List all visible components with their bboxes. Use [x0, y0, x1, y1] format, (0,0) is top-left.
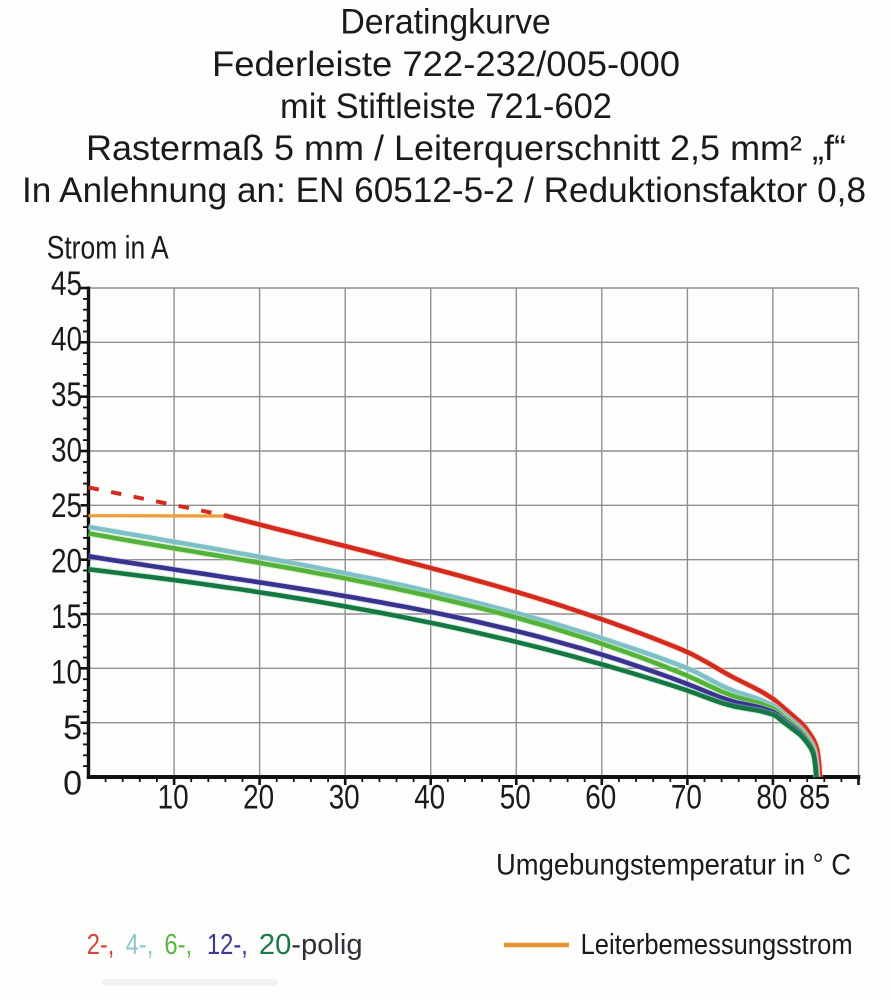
svg-text:35: 35	[51, 376, 82, 414]
svg-text:Umgebungstemperatur in ° C: Umgebungstemperatur in ° C	[496, 849, 851, 882]
svg-text:Leiterbemessungsstrom: Leiterbemessungsstrom	[581, 929, 853, 961]
svg-text:85: 85	[799, 779, 830, 817]
svg-text:Strom in A: Strom in A	[47, 229, 170, 265]
svg-text:70: 70	[671, 779, 702, 817]
svg-text:30: 30	[51, 432, 82, 470]
svg-text:40: 40	[414, 779, 445, 817]
svg-text:mit Stiftleiste 721-602: mit Stiftleiste 721-602	[280, 87, 612, 126]
svg-text:In Anlehnung an: EN 60512-5-2: In Anlehnung an: EN 60512-5-2 / Reduktio…	[22, 171, 866, 210]
svg-text:45: 45	[51, 265, 82, 303]
svg-text:40: 40	[51, 321, 82, 359]
svg-text:15: 15	[51, 598, 82, 636]
svg-text:5: 5	[63, 709, 82, 747]
svg-text:30: 30	[329, 779, 360, 817]
svg-text:Federleiste 722-232/005-000: Federleiste 722-232/005-000	[212, 45, 680, 84]
svg-text:25: 25	[51, 487, 82, 525]
svg-text:0: 0	[63, 765, 82, 803]
svg-text:2-,: 2-,	[87, 929, 115, 961]
svg-text:4-,: 4-,	[126, 929, 154, 961]
svg-text:10: 10	[158, 779, 189, 817]
svg-text:60: 60	[585, 779, 616, 817]
svg-text:6-,: 6-,	[164, 929, 192, 961]
svg-text:10: 10	[51, 654, 82, 692]
svg-text:50: 50	[500, 779, 531, 817]
svg-text:20-polig: 20-polig	[259, 929, 363, 961]
svg-text:80: 80	[756, 779, 787, 817]
svg-text:Rastermaß 5 mm / Leiterquersch: Rastermaß 5 mm / Leiterquerschnitt 2,5 m…	[86, 129, 846, 168]
svg-text:12-,: 12-,	[207, 929, 248, 961]
svg-text:Deratingkurve: Deratingkurve	[340, 3, 551, 42]
svg-text:20: 20	[243, 779, 274, 817]
svg-text:20: 20	[51, 543, 82, 581]
